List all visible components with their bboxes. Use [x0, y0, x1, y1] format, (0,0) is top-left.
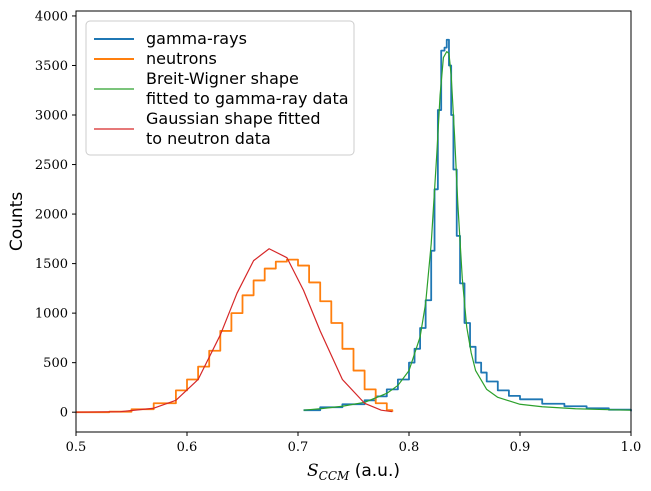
x-axis-label-unit: (a.u.) [349, 461, 400, 481]
x-tick-label: 0.8 [399, 440, 420, 455]
series-line-neutron [76, 258, 394, 414]
axes-frame [75, 10, 632, 433]
y-axis-label: Counts [7, 192, 27, 251]
y-tick-label: 2500 [35, 158, 68, 173]
legend-box [85, 20, 355, 156]
x-axis-label-subscript: CCM [319, 469, 350, 483]
y-tick-label: 0 [60, 406, 68, 421]
x-axis-label-symbol: S [307, 461, 319, 481]
y-tick-label: 2000 [35, 208, 68, 223]
y-tick-label: 3000 [35, 109, 68, 124]
x-axis-ticks: 0.5 0.6 0.7 0.8 0.9 1.0 [66, 432, 642, 455]
x-tick-label: 0.9 [510, 440, 531, 455]
x-tick-label: 1.0 [621, 440, 642, 455]
x-axis-label: SCCM (a.u.) [307, 461, 400, 483]
legend-entry: Breit-Wigner shape fitted to gamma-ray da… [146, 69, 349, 108]
x-tick-label: 0.6 [177, 440, 198, 455]
series-line-bw-fit [303, 51, 632, 411]
y-tick-label: 4000 [35, 9, 68, 24]
legend-entry: Gaussian shape fitted to neutron data [146, 109, 320, 148]
series-line-gauss-fit [75, 248, 393, 413]
y-tick-label: 1000 [35, 307, 68, 322]
legend-entry: neutrons [146, 49, 217, 68]
legend-entry: gamma-rays [146, 29, 247, 48]
plot-area [75, 38, 632, 414]
y-tick-label: 1500 [35, 257, 68, 272]
y-tick-label: 3500 [35, 59, 68, 74]
x-tick-label: 0.7 [288, 440, 309, 455]
y-tick-label: 500 [43, 356, 68, 371]
x-tick-label: 0.5 [66, 440, 87, 455]
y-axis-ticks: 0 500 1000 1500 2000 2500 3000 3500 4000 [35, 9, 76, 421]
